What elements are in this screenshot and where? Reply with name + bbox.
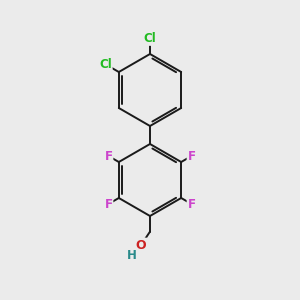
Text: Cl: Cl	[99, 58, 112, 71]
Text: F: F	[104, 197, 112, 211]
Text: H: H	[127, 249, 137, 262]
Text: F: F	[104, 149, 112, 163]
Text: O: O	[136, 238, 146, 252]
Text: F: F	[188, 197, 196, 211]
Text: Cl: Cl	[144, 32, 156, 45]
Text: F: F	[188, 149, 196, 163]
